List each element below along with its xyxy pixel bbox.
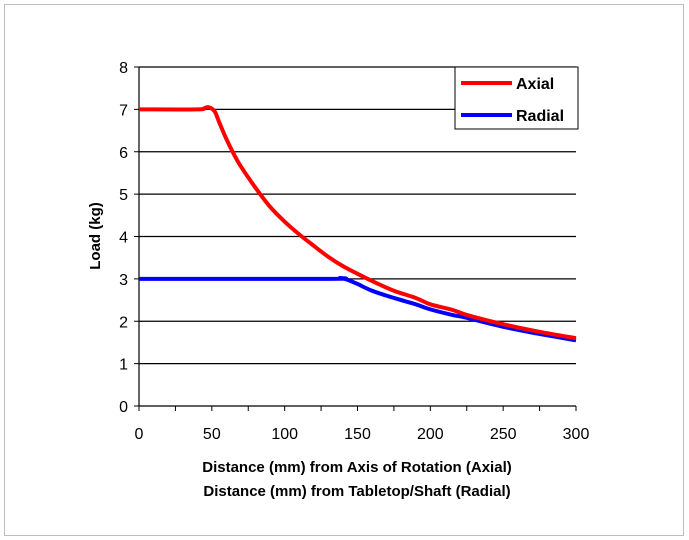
axes	[134, 66, 577, 411]
series-line-axial	[138, 105, 577, 341]
legend: Axial Radial	[454, 66, 579, 130]
legend-label-axial: Axial	[516, 76, 554, 93]
tick-labels: 0 1 2 3 4 5 6 7 8 0 50 100 150 200 250 300	[119, 60, 589, 443]
x-axis-title-line-1: Distance (mm) from Axis of Rotation (Axi…	[202, 459, 511, 476]
series-line-radial	[138, 276, 577, 343]
x-tick-label: 0	[135, 426, 144, 443]
y-tick-label: 6	[119, 145, 128, 162]
x-tick-label: 250	[490, 426, 517, 443]
y-tick-label: 3	[119, 272, 128, 289]
y-tick-label: 1	[119, 357, 128, 374]
x-tick-label: 150	[344, 426, 371, 443]
y-tick-label: 8	[119, 60, 128, 77]
x-tick-label: 100	[271, 426, 298, 443]
x-tick-label: 300	[563, 426, 590, 443]
y-tick-label: 4	[119, 230, 128, 247]
legend-label-radial: Radial	[516, 108, 564, 125]
y-tick-label: 2	[119, 314, 128, 331]
legend-box	[454, 66, 579, 130]
y-tick-label: 0	[119, 399, 128, 416]
y-axis-title: Load (kg)	[87, 202, 104, 270]
x-tick-label: 200	[417, 426, 444, 443]
y-tick-label: 5	[119, 187, 128, 204]
x-axis-title-line-2: Distance (mm) from Tabletop/Shaft (Radia…	[203, 483, 510, 500]
series-lines	[138, 105, 577, 343]
y-tick-label: 7	[119, 102, 128, 119]
x-tick-label: 50	[203, 426, 221, 443]
